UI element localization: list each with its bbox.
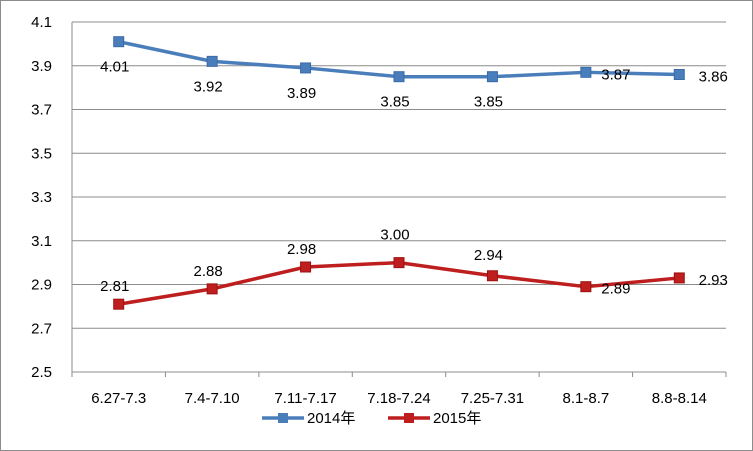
x-tick-label: 7.11-7.17 [274,390,336,407]
data-label: 2.88 [194,263,223,280]
data-point-marker [113,36,125,48]
legend: 2014年 2015年 [262,410,481,427]
data-point-marker [300,261,312,273]
data-label: 3.86 [699,69,728,86]
data-point-marker [580,66,592,78]
data-point-marker [580,281,592,293]
data-label: 2.93 [699,272,728,289]
y-tick-label: 2.5 [31,364,52,381]
data-label: 3.00 [380,227,409,244]
data-label: 2.81 [100,278,129,295]
data-label: 4.01 [100,59,129,76]
data-point-marker [113,298,125,310]
y-axis: 2.5 2.7 2.9 3.1 3.3 3.5 3.7 3.9 4.1 [31,14,73,381]
x-tick-label: 8.8-8.14 [652,390,707,407]
data-label: 3.89 [287,85,316,102]
y-tick-label: 2.9 [31,277,52,294]
data-point-marker [206,283,218,295]
data-label: 2.98 [287,241,316,258]
data-label: 2.89 [601,281,630,298]
y-tick-label: 3.1 [31,233,52,250]
y-tick-label: 3.5 [31,145,52,162]
data-point-marker [393,257,405,269]
x-tick-label: 7.18-7.24 [367,390,430,407]
legend-label: 2015年 [433,410,481,427]
x-tick-label: 7.25-7.31 [461,390,524,407]
y-tick-label: 3.7 [31,102,52,119]
data-labels: 4.01 3.92 3.89 3.85 3.85 3.87 3.86 2.81 2.88 2.98… [100,59,728,298]
data-point-marker [673,272,685,284]
data-label: 3.85 [474,94,503,111]
data-label: 3.85 [380,94,409,111]
y-tick-label: 2.7 [31,320,52,337]
data-point-marker [206,55,218,67]
series-layer [113,36,685,310]
x-tick-label: 6.27-7.3 [91,390,146,407]
data-label: 3.87 [601,66,630,83]
x-tick-label: 7.4-7.10 [185,390,240,407]
legend-marker [404,413,414,423]
data-label: 2.94 [474,247,503,264]
legend-marker [278,413,288,423]
data-point-marker [486,71,498,83]
y-tick-label: 3.3 [31,189,52,206]
legend-label: 2014年 [307,410,355,427]
data-label: 3.92 [194,78,223,95]
x-tick-label: 8.1-8.7 [563,390,610,407]
data-point-marker [486,270,498,282]
y-tick-label: 4.1 [31,14,52,31]
y-tick-label: 3.9 [31,58,52,75]
data-point-marker [393,71,405,83]
x-axis: 6.27-7.3 7.4-7.10 7.11-7.17 7.18-7.24 7.25-7… [71,371,727,407]
data-point-marker [673,69,685,80]
data-point-marker [300,62,312,74]
